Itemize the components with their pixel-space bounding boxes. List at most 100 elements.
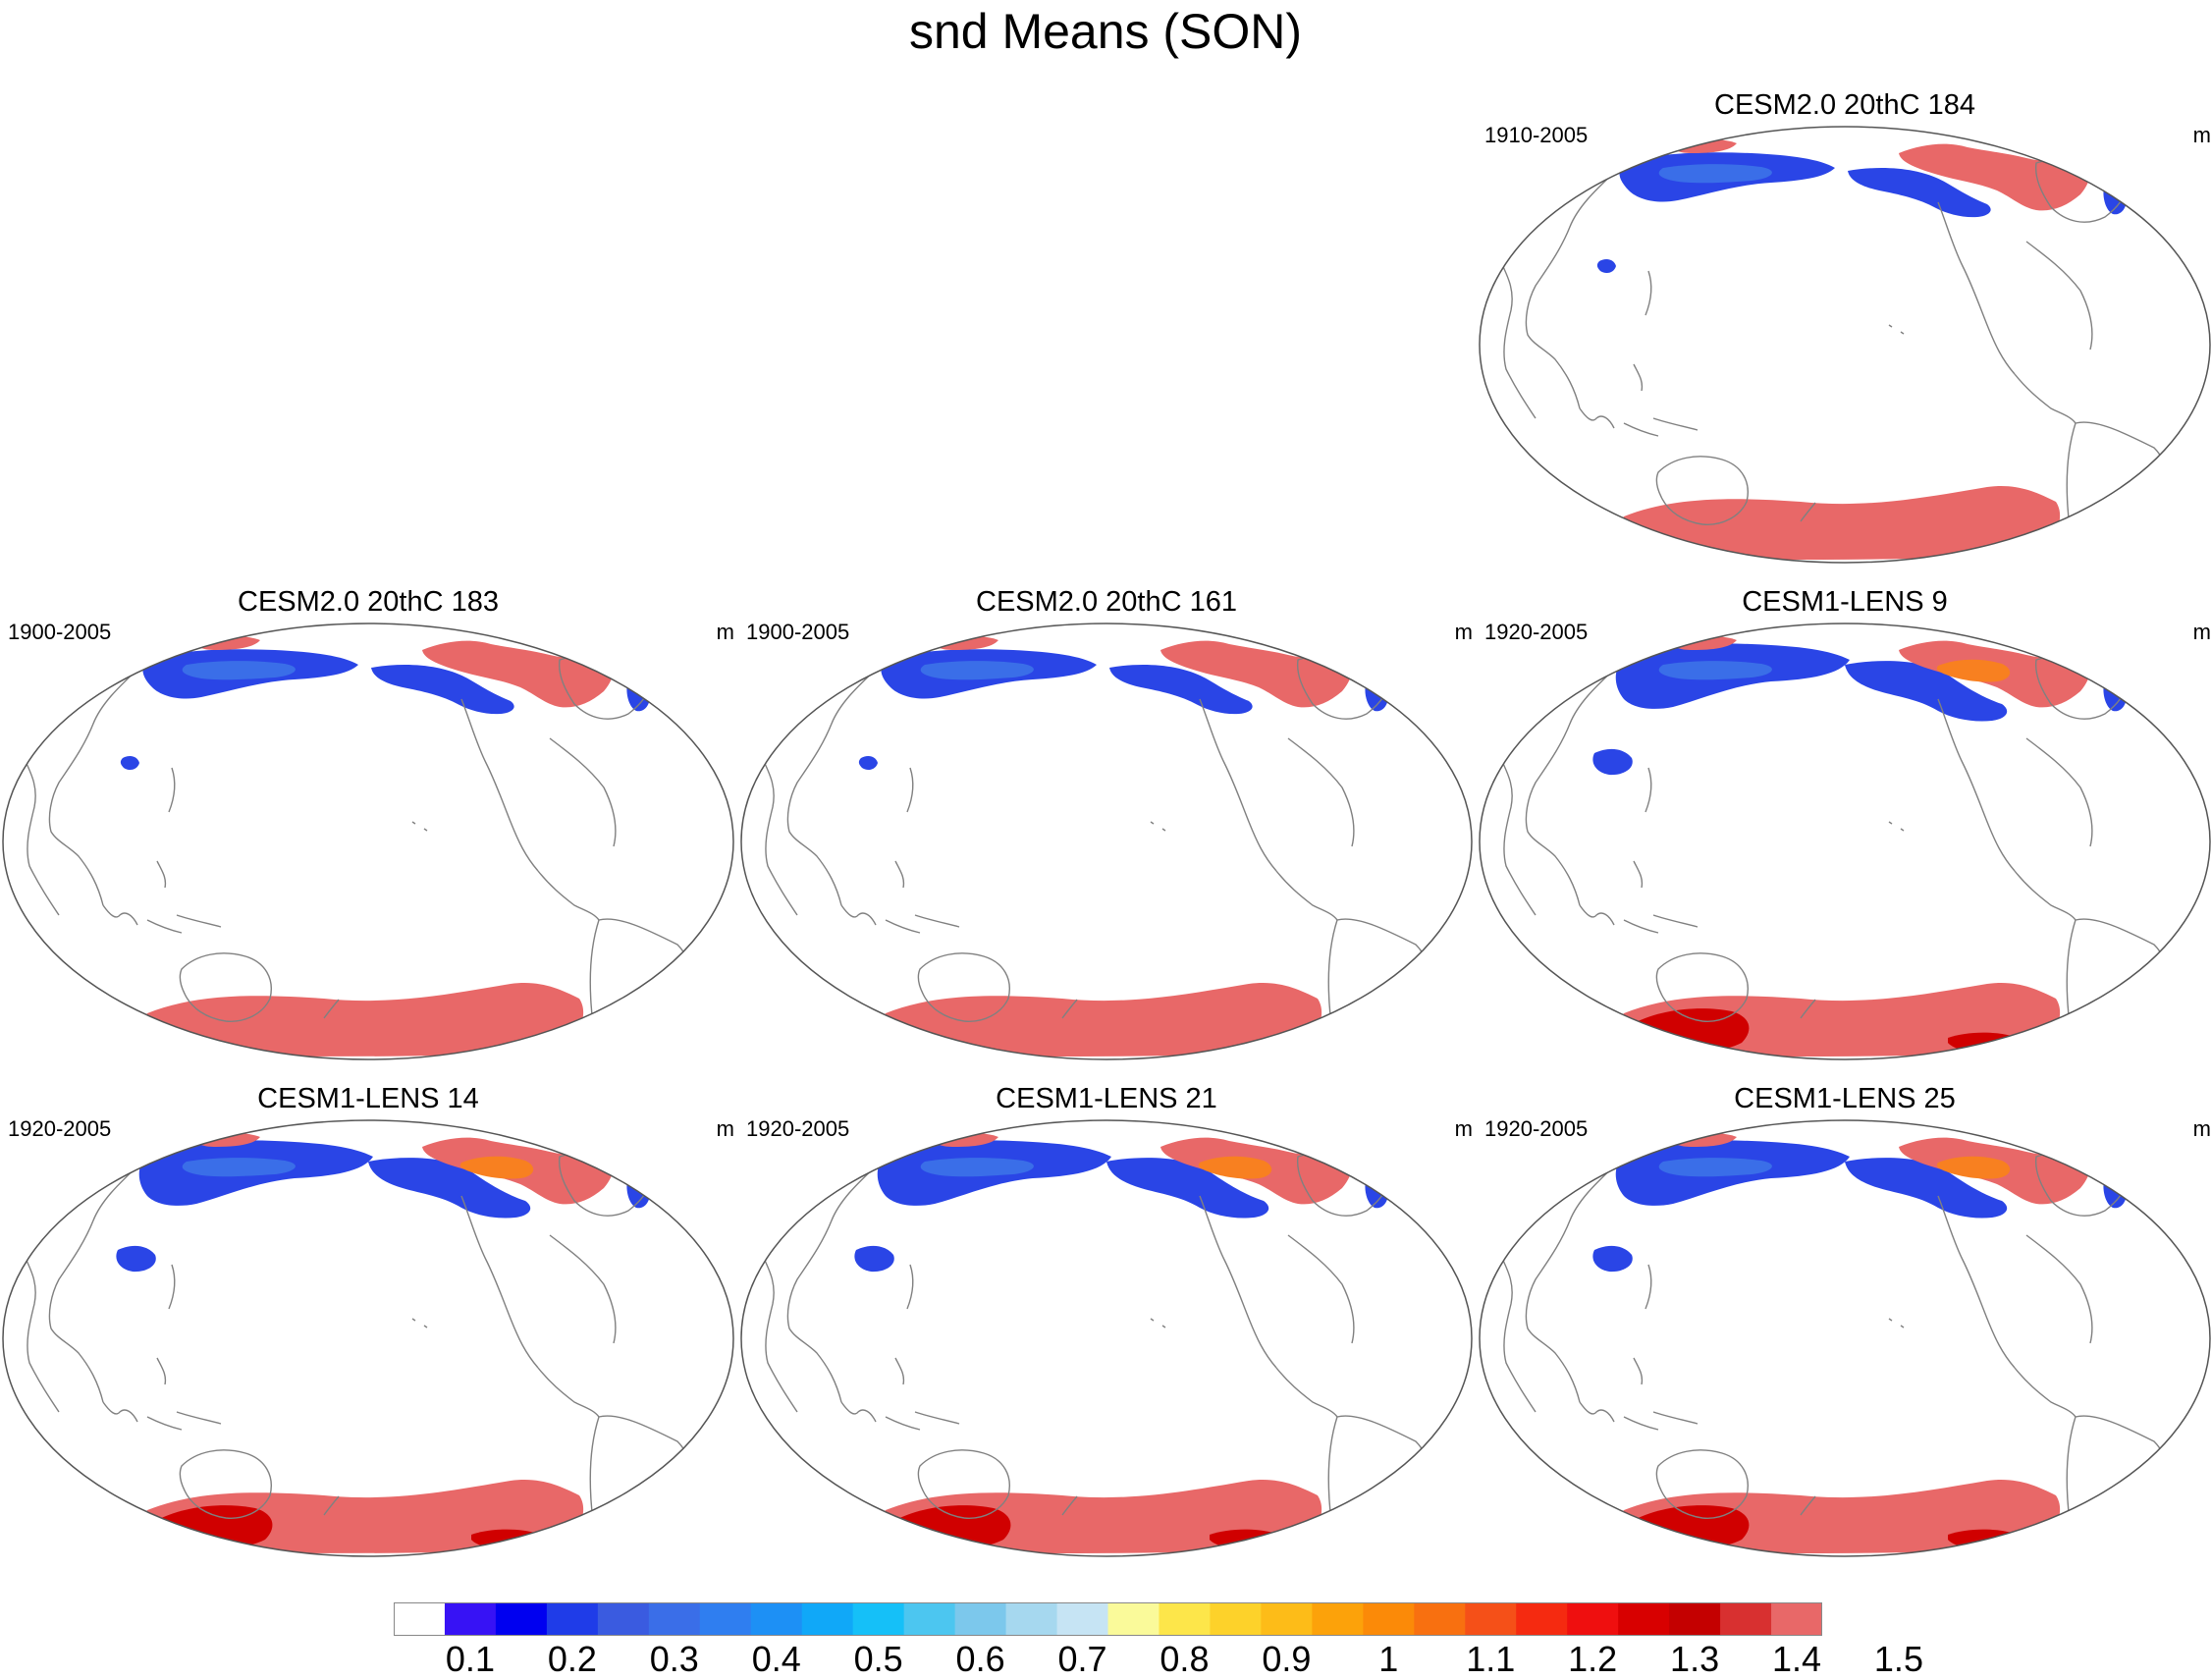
map-panel-cesm2-161: CESM2.0 20thC 161 1900-2005 m: [738, 585, 1475, 1060]
panel-title: CESM2.0 20thC 184: [1714, 89, 1975, 121]
panel-title: CESM1-LENS 21: [996, 1083, 1217, 1114]
snow-depth-patch: [1106, 1158, 1269, 1219]
map-svg: [1479, 623, 2211, 1060]
snow-depth-patch: [920, 661, 1034, 680]
coastline: [786, 659, 887, 906]
coastline: [537, 870, 600, 921]
coastline: [1336, 918, 1428, 1059]
panel-units: m: [716, 620, 734, 644]
colorbar-swatch: [495, 1602, 548, 1636]
colorbar-tick-label: 1.2: [1568, 1639, 1618, 1679]
coastline: [1937, 1195, 2016, 1369]
snow-depth-patch: [1936, 1156, 2011, 1179]
coastline: [2143, 677, 2165, 688]
map-border: [1479, 623, 2211, 1060]
coastline: [1275, 1367, 1338, 1418]
coastline: [2025, 1234, 2093, 1344]
colorbar-tick-label: 0.8: [1159, 1639, 1210, 1679]
coastline: [1525, 659, 1625, 906]
colorbar-frame: [394, 1602, 1822, 1636]
coastline: [1937, 698, 2016, 872]
snow-depth-patch: [1845, 1158, 2008, 1219]
coastline: [48, 1156, 148, 1403]
coastline: [2075, 1415, 2166, 1556]
colorbar-swatch: [1516, 1602, 1568, 1636]
coastline: [1645, 1264, 1652, 1310]
snow-depth-patch: [1198, 1156, 1272, 1179]
coastline: [1623, 860, 1699, 934]
coastline: [460, 698, 539, 872]
snow-depth-patch: [1936, 659, 2011, 682]
coastline: [2014, 373, 2076, 424]
coastline: [1579, 904, 1615, 926]
coastline: [146, 1357, 222, 1431]
coastline: [19, 747, 60, 916]
panel-title: CESM1-LENS 9: [1742, 586, 1948, 618]
colorbar-tick-label: 0.7: [1057, 1639, 1107, 1679]
snow-depth-patch: [116, 1245, 156, 1273]
snow-depth-patch: [138, 983, 584, 1057]
coastline: [460, 1195, 539, 1369]
colorbar-tick-label: 0.4: [751, 1639, 801, 1679]
colorbar-tick-label: 0.3: [649, 1639, 699, 1679]
map-border: [2, 1119, 734, 1557]
panel-units: m: [2192, 123, 2211, 147]
coastline: [1800, 502, 1816, 522]
colorbar-swatch: [1720, 1602, 1772, 1636]
colorbar-swatch: [1159, 1602, 1211, 1636]
colorbar-swatch: [903, 1602, 956, 1636]
coastline: [179, 1449, 272, 1519]
coastline: [1061, 999, 1078, 1019]
coastline: [667, 1174, 688, 1185]
coastline: [323, 999, 340, 1019]
snow-depth-patch: [1109, 665, 1253, 715]
panel-years: 1920-2005: [8, 1116, 112, 1141]
colorbar-tick-label: 0.5: [853, 1639, 903, 1679]
coastline: [549, 737, 617, 847]
coastline: [2066, 1416, 2081, 1556]
coastline: [1336, 1415, 1428, 1556]
snow-depth-patch: [196, 635, 260, 650]
snow-depth-patch: [1948, 1529, 2016, 1549]
map-border: [1479, 126, 2211, 564]
map-panel-cesm2-184: CESM2.0 20thC 184 1910-2005 m: [1477, 88, 2211, 564]
panel-units: m: [2192, 620, 2211, 644]
snow-depth-patch: [1592, 1245, 1633, 1273]
map-svg: [2, 623, 734, 1060]
coastline: [1888, 821, 1905, 832]
coastline: [2014, 870, 2076, 921]
colorbar-swatches: [394, 1602, 1822, 1636]
colorbar-tick-label: 1.3: [1670, 1639, 1720, 1679]
snow-depth-patch: [1673, 138, 1737, 153]
panel-years: 1920-2005: [746, 1116, 850, 1141]
map-panel-lens-21: CESM1-LENS 21 1920-2005 m: [738, 1082, 1475, 1557]
coastline: [1645, 767, 1652, 813]
colorbar: [394, 1602, 1822, 1636]
coastline: [1199, 698, 1277, 872]
coastline: [598, 1415, 689, 1556]
coastline: [1888, 324, 1905, 335]
snow-depth-patch: [1658, 164, 1772, 184]
colorbar-swatch: [1261, 1602, 1313, 1636]
coastline: [1800, 999, 1816, 1019]
map-svg: [740, 623, 1473, 1060]
coastline: [1327, 1416, 1343, 1556]
coastline: [537, 1367, 600, 1418]
coastline: [1199, 1195, 1277, 1369]
map-panel-lens-25: CESM1-LENS 25 1920-2005 m: [1477, 1082, 2211, 1557]
map-border: [740, 623, 1473, 1060]
coastline: [411, 821, 428, 832]
coastline: [146, 860, 222, 934]
panel-title: CESM2.0 20thC 161: [976, 586, 1237, 618]
map-svg: [1479, 126, 2211, 564]
coastline: [1800, 1495, 1816, 1516]
snow-depth-patch: [471, 1529, 539, 1549]
coastline: [1623, 1357, 1699, 1431]
panel-years: 1910-2005: [1484, 123, 1589, 147]
coastline: [1150, 1318, 1166, 1328]
coastline: [2066, 919, 2081, 1059]
colorbar-swatch: [1618, 1602, 1670, 1636]
snow-depth-patch: [854, 1245, 894, 1273]
colorbar-swatch: [801, 1602, 854, 1636]
panel-units: m: [2192, 1116, 2211, 1141]
